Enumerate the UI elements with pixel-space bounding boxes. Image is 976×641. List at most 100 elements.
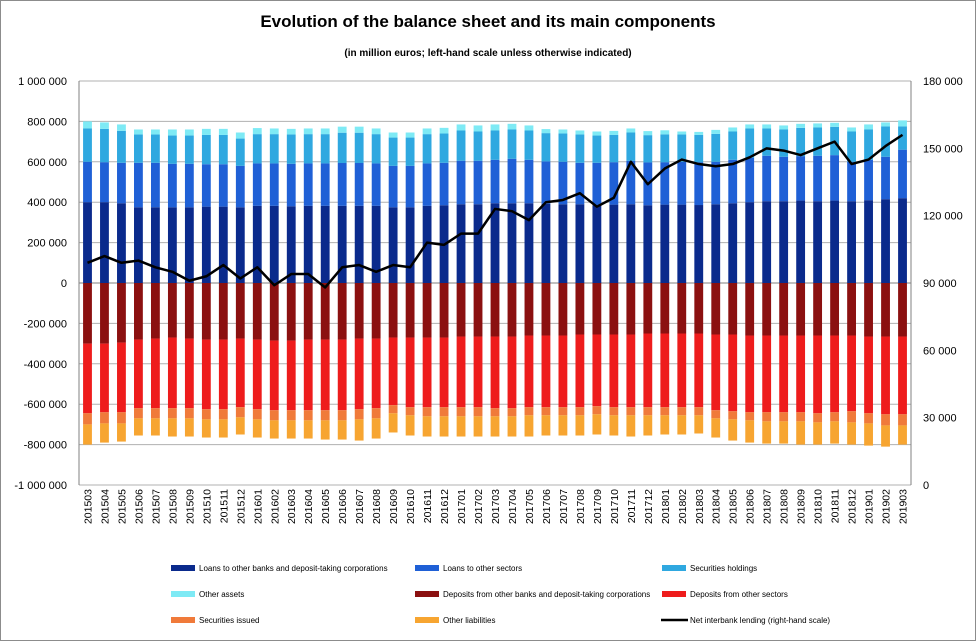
bar-segment (711, 161, 721, 205)
bar-segment (269, 410, 279, 421)
bar-segment (134, 134, 143, 163)
legend-swatch (415, 617, 439, 623)
bar-segment (524, 159, 534, 204)
bar-segment (337, 410, 347, 421)
bar-segment (252, 163, 262, 206)
bar-segment (269, 420, 279, 439)
bar-segment (422, 283, 432, 338)
bar-segment (524, 335, 534, 408)
bar-segment (320, 410, 330, 421)
legend-label: Securities issued (199, 616, 259, 625)
bar-segment (507, 416, 517, 437)
x-tick-label: 201608 (371, 489, 383, 524)
bar-segment (677, 415, 687, 435)
bar-segment (100, 423, 109, 443)
bar-segment (456, 416, 466, 437)
bar-segment (541, 335, 551, 408)
y-tick-label: -400 000 (24, 359, 67, 371)
bar-segment (456, 124, 466, 131)
bar-segment (609, 334, 619, 408)
bar-segment (898, 425, 907, 445)
x-tick-label: 201505 (116, 489, 128, 524)
y-tick-label: 800 000 (27, 116, 67, 128)
bar-segment (218, 134, 228, 165)
y2-tick-label: 0 (923, 480, 929, 492)
bar-segment (609, 407, 619, 416)
bar-segment (473, 283, 483, 337)
bar-segment (694, 407, 704, 416)
x-tick-label: 201609 (388, 489, 400, 524)
bar-segment (405, 337, 415, 408)
bar-segment (473, 131, 483, 161)
bar-segment (422, 163, 432, 206)
legend-label: Other assets (199, 590, 244, 599)
bar-segment (660, 130, 670, 135)
x-tick-label: 201712 (643, 489, 655, 524)
x-tick-label: 201510 (201, 489, 213, 524)
bar-segment (524, 407, 534, 416)
bar-segment (524, 130, 534, 160)
bar-segment (728, 131, 738, 160)
bar-segment (201, 128, 211, 135)
bar-segment (592, 414, 602, 435)
y-tick-label: 400 000 (27, 197, 67, 209)
bar-segment (830, 335, 840, 413)
bar-segment (320, 128, 330, 135)
bar-segment (100, 343, 109, 413)
bar-segment (490, 416, 500, 437)
bar-segment (864, 413, 873, 424)
bar-segment (779, 201, 789, 283)
bar-segment (507, 336, 517, 409)
y-tick-label: -1 000 000 (14, 480, 67, 492)
legend-label: Deposits from other banks and deposit-ta… (443, 590, 650, 599)
bar-segment (626, 128, 636, 133)
bar-segment (117, 412, 126, 424)
x-tick-label: 201606 (337, 489, 349, 524)
bar-segment (388, 413, 398, 433)
bar-segment (100, 128, 109, 163)
x-tick-label: 201801 (660, 489, 672, 524)
bar-segment (660, 333, 670, 408)
bar-segment (83, 283, 92, 344)
bar-segment (184, 163, 194, 208)
bar-segment (184, 338, 194, 409)
bar-segment (728, 127, 738, 132)
bar-segment (575, 283, 585, 335)
bar-segment (677, 283, 687, 334)
bar-segment (388, 283, 398, 338)
bar-segment (898, 149, 907, 199)
x-tick-label: 201804 (711, 489, 723, 524)
y2-tick-label: 30 000 (923, 413, 957, 425)
bar-segment (609, 415, 619, 436)
bar-segment (813, 127, 823, 156)
bar-segment (694, 283, 704, 334)
bar-segment (762, 412, 772, 422)
x-tick-label: 201702 (473, 489, 485, 524)
bar-segment (184, 283, 194, 339)
bar-segment (728, 159, 738, 204)
bar-segment (490, 408, 500, 417)
bar-segment (134, 207, 143, 283)
x-tick-label: 201605 (320, 489, 332, 524)
bar-segment (100, 412, 109, 424)
bar-segment (83, 343, 92, 414)
bar-segment (83, 121, 92, 129)
bar-segment (694, 415, 704, 434)
y-tick-label: 600 000 (27, 157, 67, 169)
bar-segment (100, 162, 109, 203)
legend-label: Other liabilities (443, 616, 495, 625)
bar-segment (405, 283, 415, 338)
bar-segment (303, 163, 313, 206)
bar-segment (847, 411, 856, 423)
bar-segment (830, 155, 840, 201)
y-tick-label: -600 000 (24, 399, 67, 411)
bar-segment (575, 415, 585, 436)
bar-segment (439, 133, 449, 163)
bar-segment (694, 162, 704, 206)
bar-segment (388, 137, 398, 166)
bar-segment (100, 202, 109, 283)
x-tick-label: 201611 (422, 489, 434, 523)
bar-segment (847, 161, 856, 202)
bar-segment (439, 416, 449, 437)
